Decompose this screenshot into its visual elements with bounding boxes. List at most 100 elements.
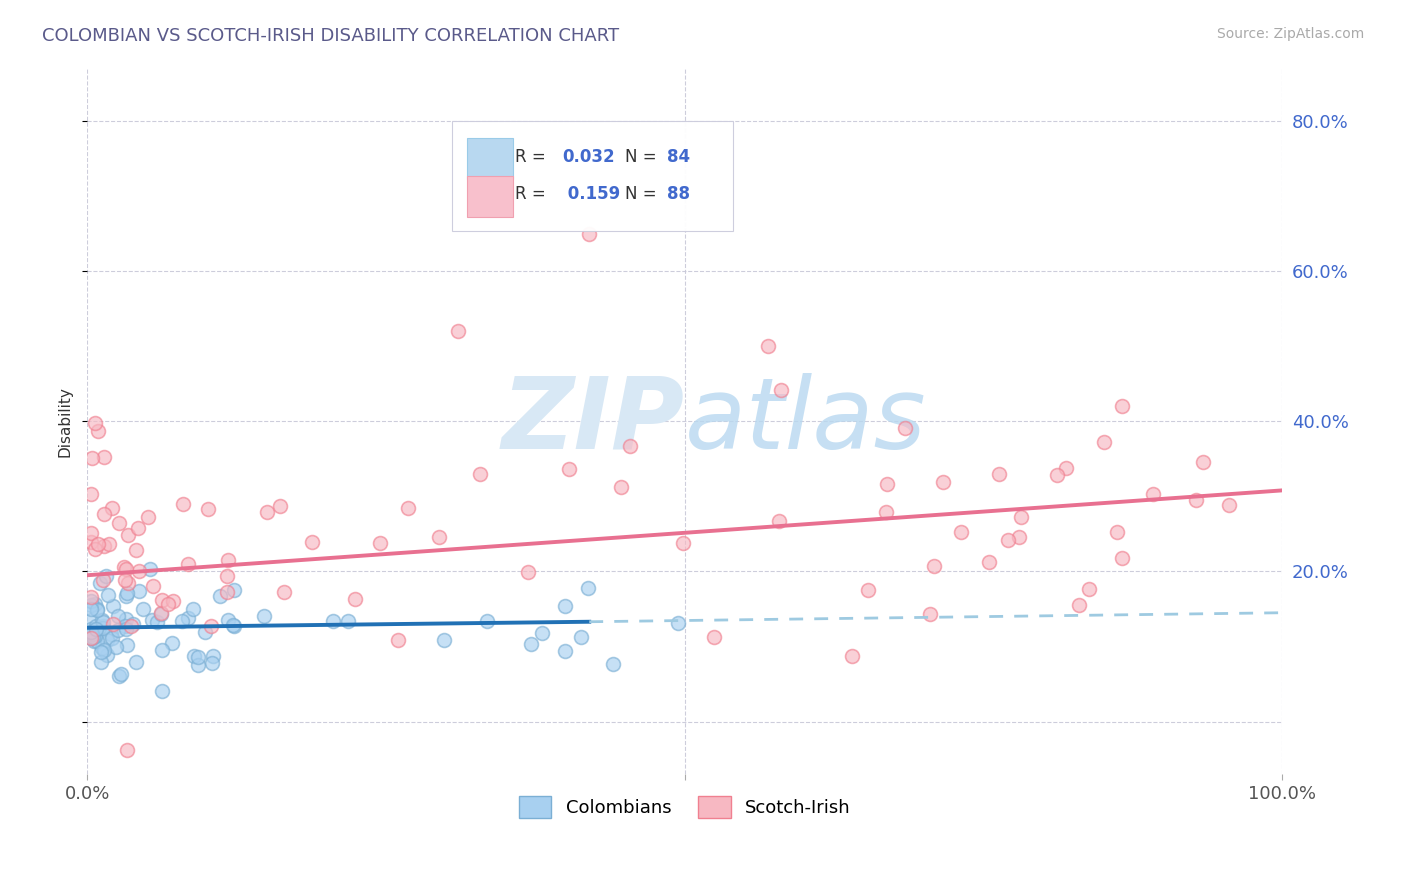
Point <box>93 507 115 521</box>
Point <box>343 591 366 606</box>
Point <box>162 593 184 607</box>
Point <box>150 683 173 698</box>
Point <box>110 667 132 681</box>
Point <box>301 535 323 549</box>
Point <box>100 626 122 640</box>
Point <box>80 602 103 616</box>
Point <box>429 530 451 544</box>
FancyBboxPatch shape <box>451 121 733 231</box>
Legend: Colombians, Scotch-Irish: Colombians, Scotch-Irish <box>512 789 858 825</box>
Point <box>156 597 179 611</box>
Point <box>1069 599 1091 613</box>
Point <box>769 383 792 397</box>
Point <box>922 559 945 574</box>
Point <box>86 424 108 438</box>
Point <box>136 510 159 524</box>
Point <box>100 632 122 646</box>
Point <box>100 500 122 515</box>
Point <box>91 615 114 629</box>
Point <box>209 589 232 603</box>
Point <box>112 560 135 574</box>
Point <box>187 657 209 672</box>
Point <box>86 601 108 615</box>
Text: ZIP: ZIP <box>502 373 685 470</box>
Point <box>187 650 209 665</box>
Point <box>80 526 103 541</box>
Point <box>127 521 149 535</box>
Y-axis label: Disability: Disability <box>58 386 72 457</box>
FancyBboxPatch shape <box>467 176 513 217</box>
Point <box>80 625 103 640</box>
Point <box>1046 467 1069 482</box>
Point <box>997 533 1019 547</box>
Point <box>101 599 124 614</box>
Point <box>1054 461 1077 475</box>
Point <box>97 536 120 550</box>
Point <box>576 581 599 595</box>
Point <box>82 630 104 644</box>
Point <box>322 614 344 628</box>
Point <box>1191 455 1213 469</box>
Point <box>87 537 110 551</box>
Point <box>83 597 105 611</box>
Point <box>201 656 224 670</box>
Point <box>84 628 107 642</box>
Point <box>107 623 129 637</box>
Point <box>128 564 150 578</box>
Point <box>83 542 105 557</box>
Point <box>96 633 118 648</box>
Point <box>124 655 146 669</box>
Point <box>269 499 291 513</box>
Point <box>569 631 592 645</box>
Text: 0.159: 0.159 <box>562 186 620 203</box>
Point <box>84 622 107 636</box>
Point <box>516 565 538 579</box>
Point <box>222 582 245 597</box>
Point <box>139 562 162 576</box>
Point <box>602 657 624 671</box>
Text: Source: ZipAtlas.com: Source: ZipAtlas.com <box>1216 27 1364 41</box>
Text: R =: R = <box>515 186 551 203</box>
Point <box>519 637 541 651</box>
Point <box>80 631 103 645</box>
Point <box>80 631 103 645</box>
Point <box>131 601 153 615</box>
Point <box>987 467 1010 481</box>
Point <box>172 497 194 511</box>
Point <box>215 585 238 599</box>
Point <box>256 505 278 519</box>
Point <box>93 450 115 465</box>
Point <box>252 608 274 623</box>
Point <box>150 643 173 657</box>
Point <box>1184 493 1206 508</box>
Point <box>273 585 295 599</box>
Point <box>197 502 219 516</box>
Point <box>368 536 391 550</box>
Text: N =: N = <box>626 148 662 166</box>
Point <box>93 643 115 657</box>
Point <box>90 640 112 655</box>
Text: 84: 84 <box>666 148 690 166</box>
Point <box>115 612 138 626</box>
Point <box>217 614 239 628</box>
Point <box>80 535 103 549</box>
Point <box>117 576 139 591</box>
Point <box>125 543 148 558</box>
Point <box>894 421 917 435</box>
Point <box>114 589 136 603</box>
Point <box>177 558 200 572</box>
Point <box>114 619 136 633</box>
Point <box>150 607 173 621</box>
Point <box>86 603 108 617</box>
Point <box>90 655 112 669</box>
Point <box>93 573 115 587</box>
Text: atlas: atlas <box>685 373 927 470</box>
Point <box>114 561 136 575</box>
Point <box>433 632 456 647</box>
Point <box>145 615 167 629</box>
Point <box>619 439 641 453</box>
Point <box>1078 582 1101 596</box>
Point <box>84 619 107 633</box>
Point <box>578 227 600 241</box>
Point <box>222 619 245 633</box>
